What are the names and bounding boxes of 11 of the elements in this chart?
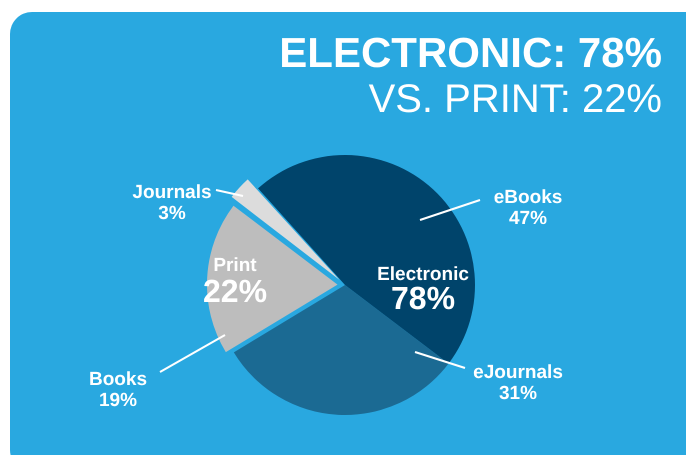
data-label: 19% [98, 390, 138, 411]
slice-label: eBooks [494, 187, 562, 208]
data-label: 3% [158, 203, 186, 224]
slice-label: Books [88, 369, 148, 390]
data-label: 31% [498, 383, 538, 404]
text: Print [213, 255, 258, 276]
chart-title: ELECTRONIC: 78% [279, 29, 662, 76]
data-label: 47% [508, 208, 548, 229]
slice-label: Journals [132, 182, 212, 203]
slice-label: eJournals [473, 362, 563, 383]
chart-subtitle: VS. PRINT: 22% [368, 76, 662, 122]
